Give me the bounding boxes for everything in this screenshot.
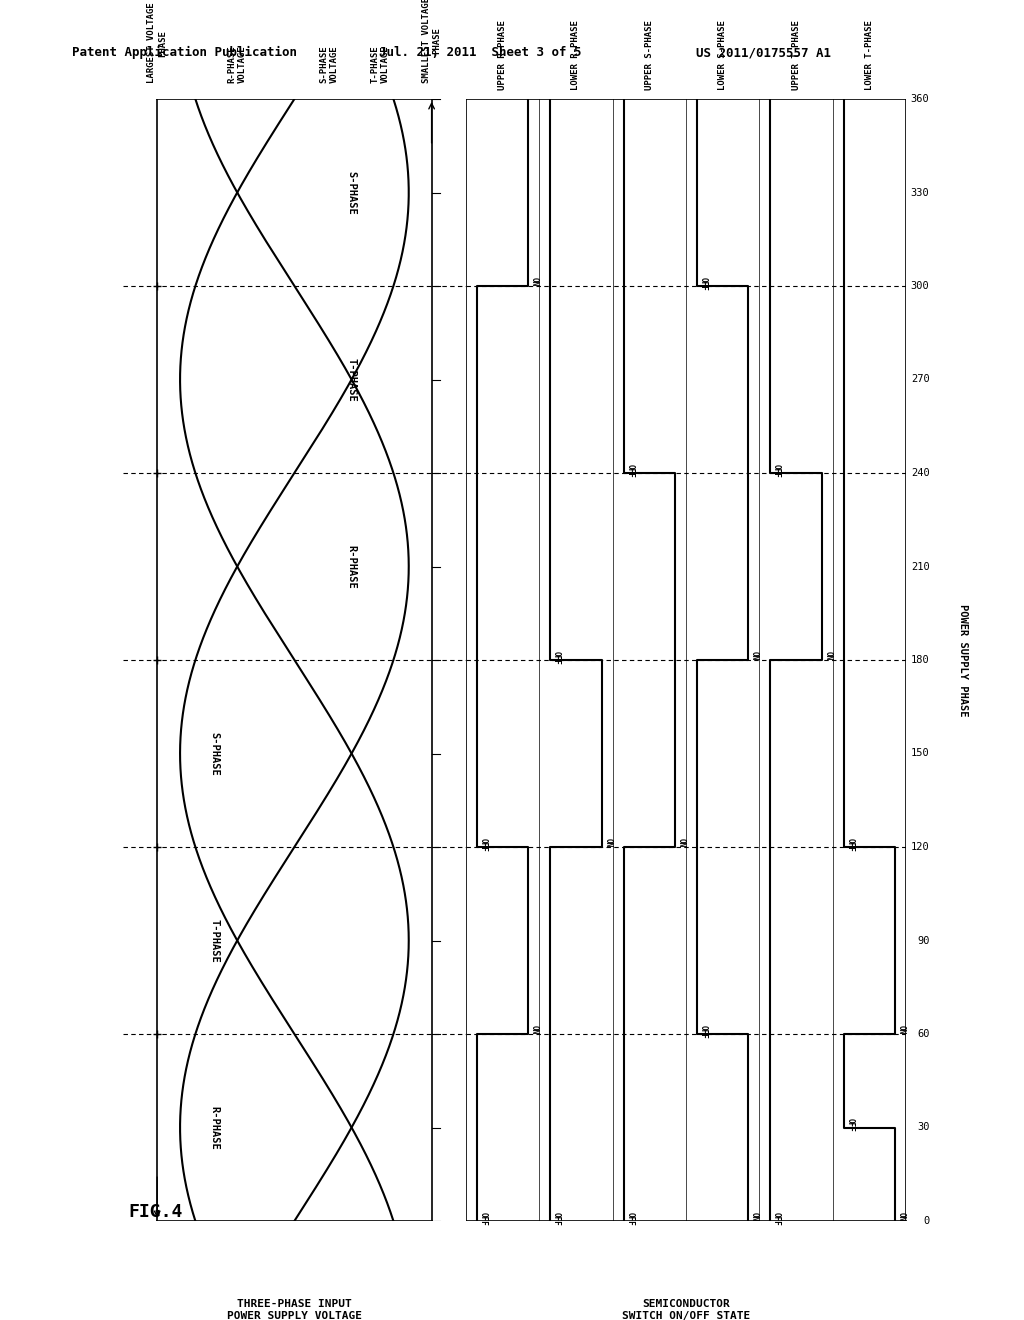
Text: 360: 360 [910,94,930,104]
Text: R-PHASE: R-PHASE [209,1106,219,1150]
Text: OFF: OFF [626,463,634,478]
Text: 240: 240 [910,469,930,478]
Text: LOWER R-PHASE: LOWER R-PHASE [571,20,581,90]
Text: OFF: OFF [772,463,781,478]
Text: OFF: OFF [772,1212,781,1225]
Text: S-PHASE: S-PHASE [209,731,219,775]
Text: OFF: OFF [552,1212,561,1225]
Text: OFF: OFF [846,1118,854,1133]
Text: OFF: OFF [698,277,708,290]
Text: UPPER R-PHASE: UPPER R-PHASE [498,20,507,90]
Text: SEMICONDUCTOR
SWITCH ON/OFF STATE: SEMICONDUCTOR SWITCH ON/OFF STATE [622,1299,751,1320]
Text: SMALLEST VOLTAGE
PHASE: SMALLEST VOLTAGE PHASE [422,0,441,83]
Text: T-PHASE
VOLTAGE: T-PHASE VOLTAGE [371,46,390,83]
Text: 210: 210 [910,561,930,572]
Text: Patent Application Publication: Patent Application Publication [72,46,297,59]
Text: 0: 0 [924,1216,930,1226]
Text: ON: ON [823,651,833,660]
Text: R-PHASE
VOLTAGE: R-PHASE VOLTAGE [227,46,247,83]
Text: POWER SUPPLY PHASE: POWER SUPPLY PHASE [957,603,968,717]
Text: ON: ON [677,838,685,847]
Text: ON: ON [750,1212,759,1221]
Text: UPPER S-PHASE: UPPER S-PHASE [645,20,654,90]
Text: ON: ON [529,1024,539,1034]
Text: T-PHASE: T-PHASE [346,358,356,401]
Text: OFF: OFF [478,1212,487,1225]
Text: 300: 300 [910,281,930,290]
Text: ON: ON [603,838,612,847]
Text: 270: 270 [910,375,930,384]
Text: LOWER S-PHASE: LOWER S-PHASE [718,20,727,90]
Text: LARGEST VOLTAGE
PHASE: LARGEST VOLTAGE PHASE [147,3,167,83]
Text: ON: ON [897,1024,905,1034]
Text: 30: 30 [918,1122,930,1133]
Text: OFF: OFF [698,1024,708,1039]
Text: R-PHASE: R-PHASE [346,545,356,589]
Text: S-PHASE: S-PHASE [346,170,356,214]
Text: US 2011/0175557 A1: US 2011/0175557 A1 [696,46,831,59]
Text: Jul. 21, 2011  Sheet 3 of 5: Jul. 21, 2011 Sheet 3 of 5 [379,46,582,59]
Text: OFF: OFF [478,838,487,851]
Text: ON: ON [529,277,539,286]
Text: ON: ON [897,1212,905,1221]
Text: ON: ON [750,651,759,660]
Text: 330: 330 [910,187,930,198]
Text: OFF: OFF [846,838,854,851]
Text: 120: 120 [910,842,930,851]
Text: 60: 60 [918,1030,930,1039]
Text: LOWER T-PHASE: LOWER T-PHASE [865,20,874,90]
Text: 90: 90 [918,936,930,945]
Text: FIG.4: FIG.4 [129,1203,183,1221]
Text: T-PHASE: T-PHASE [209,919,219,962]
Text: S-PHASE
VOLTAGE: S-PHASE VOLTAGE [319,46,338,83]
Text: UPPER T-PHASE: UPPER T-PHASE [792,20,801,90]
Text: THREE-PHASE INPUT
POWER SUPPLY VOLTAGE: THREE-PHASE INPUT POWER SUPPLY VOLTAGE [227,1299,361,1320]
Text: 150: 150 [910,748,930,759]
Text: OFF: OFF [552,651,561,664]
Text: 180: 180 [910,655,930,665]
Text: OFF: OFF [626,1212,634,1225]
